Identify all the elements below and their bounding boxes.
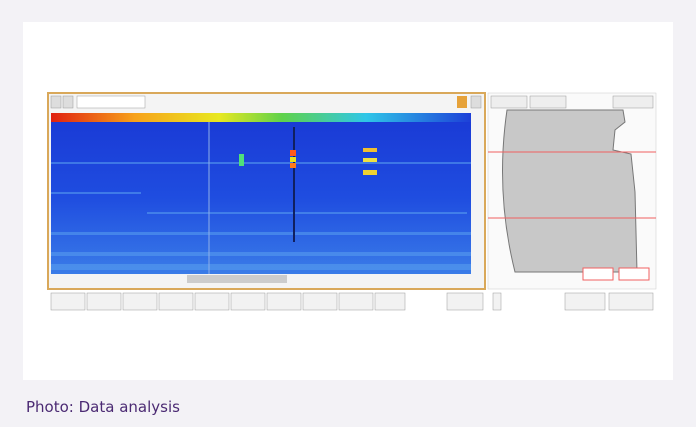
tool-button[interactable]: [457, 96, 467, 108]
tool-button[interactable]: [471, 96, 481, 108]
tool-field[interactable]: [491, 96, 527, 108]
tool-button[interactable]: [63, 96, 73, 108]
data-analysis-screenshot: [47, 92, 657, 314]
tool-field[interactable]: [530, 96, 566, 108]
tool-button[interactable]: [583, 268, 613, 280]
color-scale: [51, 113, 471, 122]
tool-button[interactable]: [619, 268, 649, 280]
tool-field[interactable]: [77, 96, 145, 108]
scan-field: [51, 122, 471, 274]
caption: Photo: Data analysis: [26, 398, 180, 416]
tool-button[interactable]: [51, 96, 61, 108]
scrollbar[interactable]: [187, 275, 287, 283]
page: Photo: Data analysis (() => { const data…: [0, 0, 696, 427]
tool-field[interactable]: [613, 96, 653, 108]
